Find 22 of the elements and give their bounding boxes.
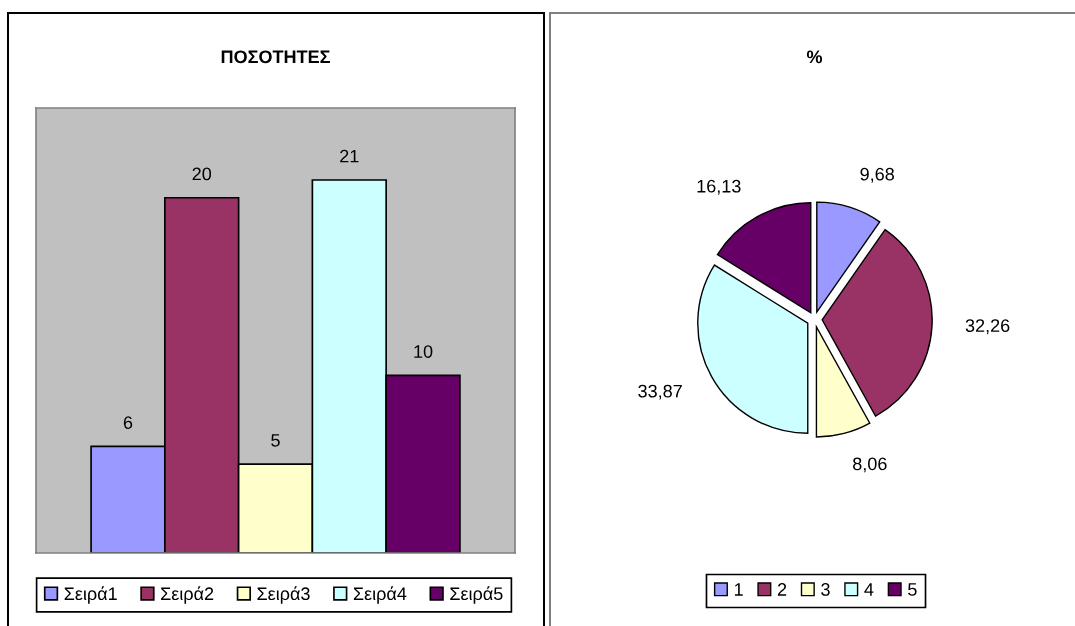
data-label: 8,06 xyxy=(853,457,887,473)
legend-label: 5 xyxy=(908,583,917,596)
data-label: 5 xyxy=(271,434,280,447)
legend-label: 4 xyxy=(864,583,874,596)
data-label: 20 xyxy=(192,167,212,181)
legend-label: 1 xyxy=(734,583,743,596)
data-label: 6 xyxy=(123,416,133,429)
legend-label: Σειρά1 xyxy=(64,586,117,604)
legend-label: Σειρά2 xyxy=(161,586,214,604)
data-label: 9,68 xyxy=(860,167,894,183)
data-label: 21 xyxy=(340,149,359,163)
data-label: 16,13 xyxy=(697,179,741,195)
legend-label: Σειρά5 xyxy=(450,586,503,604)
legend-label: 2 xyxy=(777,583,787,596)
chart-title: ΠΟΣΟΤΗΤΕΣ xyxy=(221,50,330,64)
data-label: 10 xyxy=(414,345,433,358)
data-label: 33,87 xyxy=(638,384,682,400)
data-label: 32,26 xyxy=(965,319,1010,335)
legend-label: Σειρά4 xyxy=(353,586,407,604)
legend-label: Σειρά3 xyxy=(257,586,310,604)
legend-label: 3 xyxy=(821,583,830,596)
chart-title: % xyxy=(806,50,823,64)
